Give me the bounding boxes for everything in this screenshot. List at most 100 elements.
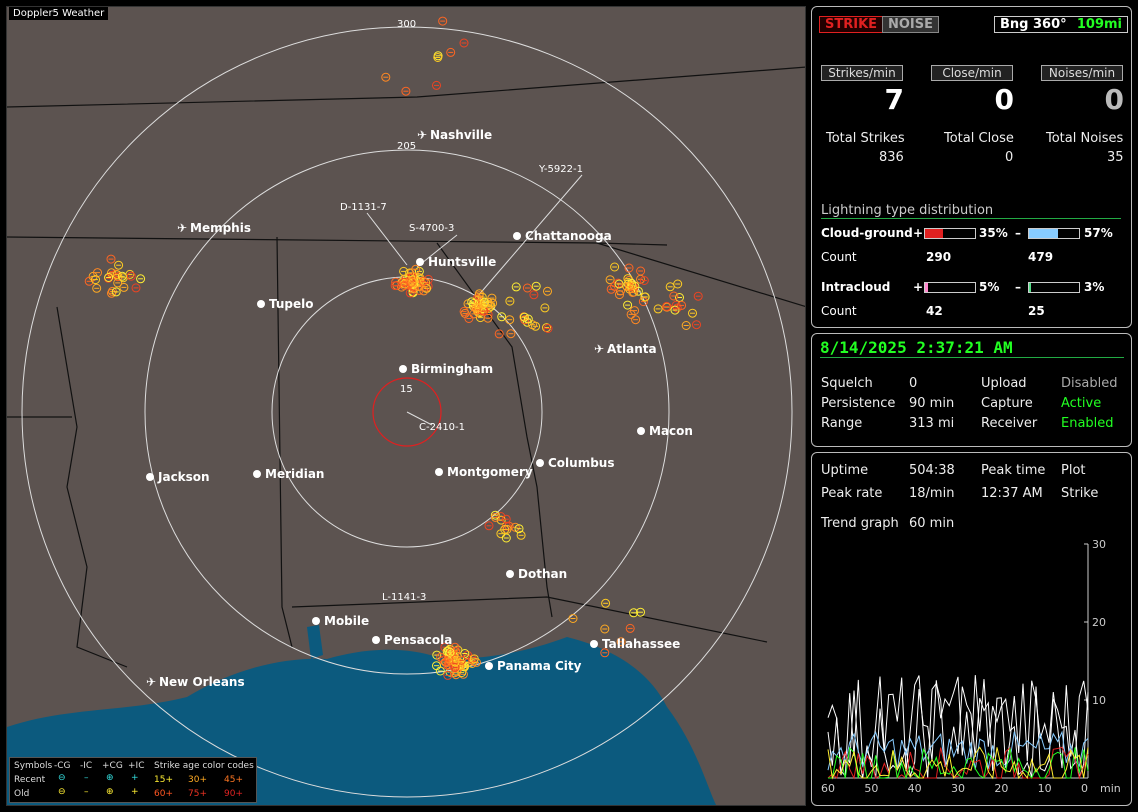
- city-label: Pensacola: [384, 633, 452, 647]
- brand-label: Doppler5 Weather: [9, 7, 109, 20]
- city-dot-icon: [506, 570, 514, 578]
- legend-old-neg-cg-icon: ⊖: [58, 787, 66, 797]
- map-canvas[interactable]: ✈ Nashville✈ MemphisChattanoogaHuntsvilleT…: [7, 7, 806, 806]
- city-birmingham: Birmingham: [399, 362, 493, 376]
- total-close-label: Total Close: [944, 131, 1014, 146]
- cg-negative-bar-fill: [1029, 229, 1058, 238]
- strike-marker: [432, 80, 441, 90]
- strike-marker: [407, 277, 417, 287]
- strike-marker: [542, 323, 551, 333]
- trend-y-tick-label: 10: [1092, 694, 1106, 707]
- city-macon: Macon: [637, 424, 693, 438]
- city-dot-icon: [399, 365, 407, 373]
- intracloud-label: Intracloud: [821, 280, 891, 294]
- cg-positive-count: 290: [926, 250, 952, 264]
- strike-marker: [381, 72, 391, 82]
- strike-marker: [483, 313, 493, 323]
- peak-rate-label: Peak rate: [821, 486, 883, 501]
- city-label: Atlanta: [607, 342, 657, 356]
- storm-label: D-1131-7: [340, 202, 387, 213]
- city-huntsville: Huntsville: [416, 255, 496, 269]
- city-dot-icon: [590, 640, 598, 648]
- strike-marker: [692, 320, 701, 330]
- strike-marker: [673, 279, 683, 289]
- city-jackson: Jackson: [146, 470, 210, 484]
- city-dot-icon: [485, 662, 493, 670]
- strike-marker: [126, 271, 136, 281]
- city-label: Panama City: [497, 659, 582, 673]
- strike-marker: [601, 598, 611, 608]
- strike-marker: [469, 654, 479, 664]
- strike-marker: [624, 263, 634, 273]
- strike-marker: [505, 296, 515, 306]
- city-label: Huntsville: [428, 255, 496, 269]
- strike-marker: [640, 292, 650, 302]
- strike-marker: [528, 320, 537, 330]
- noise-mode-button[interactable]: NOISE: [882, 16, 940, 33]
- trend-x-tick-label: 20: [994, 782, 1008, 795]
- strike-marker: [436, 652, 446, 662]
- city-label: Birmingham: [411, 362, 493, 376]
- strike-marker: [405, 288, 415, 298]
- plot-value[interactable]: Strike: [1061, 486, 1099, 501]
- strike-marker: [469, 309, 479, 319]
- cg-negative-pct: 57%: [1084, 226, 1113, 240]
- legend-age-60: 60+: [154, 789, 173, 799]
- strike-marker: [419, 286, 429, 296]
- legend-age-15: 15+: [154, 775, 173, 785]
- storm-labels: Y-5922-1 D-1131-7 S-4700-3 C-2410-1 L-1141-3: [340, 164, 583, 603]
- strike-marker: [531, 281, 541, 291]
- close-per-min-value: 0: [994, 83, 1014, 116]
- legend-recent-pos-cg-icon: ⊕: [106, 773, 114, 783]
- city-label: New Orleans: [159, 675, 245, 689]
- city-markers: ✈ Nashville✈ MemphisChattanoogaHuntsvilleT…: [146, 128, 693, 689]
- cg-count-label: Count: [821, 250, 857, 264]
- strike-marker: [104, 273, 114, 282]
- strike-marker: [411, 264, 421, 274]
- counts-panel: STRIKE NOISE Bng 360° 109mi Strikes/min …: [811, 6, 1132, 328]
- strike-marker: [450, 663, 460, 672]
- strike-marker: [625, 623, 635, 633]
- total-close-value: 0: [1005, 150, 1014, 165]
- ic-positive-count: 42: [926, 304, 943, 318]
- cg-negative-count: 479: [1028, 250, 1054, 264]
- strike-marker: [399, 266, 409, 276]
- squelch-value: 0: [909, 376, 918, 391]
- strike-marker: [111, 287, 121, 297]
- storm-label: L-1141-3: [382, 592, 426, 603]
- strike-marker: [628, 288, 638, 297]
- trend-x-tick-label: 50: [864, 782, 878, 795]
- strike-marker: [467, 297, 477, 307]
- strike-marker: [401, 86, 411, 96]
- peak-time-label: Peak time: [981, 463, 1046, 478]
- total-noises-label: Total Noises: [1046, 131, 1124, 146]
- total-noises-value: 35: [1107, 150, 1124, 165]
- city-dot-icon: [257, 300, 265, 308]
- strike-mode-button[interactable]: STRIKE: [819, 16, 884, 33]
- storm-label: S-4700-3: [409, 223, 454, 234]
- city-nashville: ✈ Nashville: [417, 128, 492, 142]
- trend-graph: 30 20 10 60 50 40 30 20 10 0 min: [821, 539, 1121, 795]
- city-label: Chattanooga: [525, 229, 612, 243]
- strike-marker: [457, 668, 467, 678]
- strike-marker: [464, 314, 474, 323]
- persistence-label: Persistence: [821, 396, 896, 411]
- legend-recent-neg-cg-icon: ⊖: [58, 773, 66, 783]
- datetime-display: 8/14/2025 2:37:21 AM: [820, 338, 1124, 358]
- strike-marker: [616, 637, 626, 647]
- strike-marker: [484, 521, 494, 531]
- strike-marker: [390, 281, 400, 291]
- legend-symbols: Symbols: [14, 761, 53, 771]
- ic-positive-bar: [924, 282, 976, 293]
- trend-series-line: [828, 746, 1089, 780]
- city-dot-icon: [372, 636, 380, 644]
- close-range-ring: [372, 377, 442, 447]
- lightning-map[interactable]: ✈ Nashville ✈ Memphis Chattanooga Huntsville T…: [6, 6, 806, 806]
- status-panel: 8/14/2025 2:37:21 AM Squelch 0 Upload Di…: [811, 333, 1132, 447]
- strike-marker: [631, 315, 641, 325]
- city-new-orleans: ✈ New Orleans: [146, 675, 245, 689]
- strike-marker: [568, 614, 578, 623]
- close-per-min-header: Close/min: [931, 65, 1013, 81]
- city-tupelo: Tupelo: [257, 297, 314, 311]
- trend-x-tick-label: 40: [908, 782, 922, 795]
